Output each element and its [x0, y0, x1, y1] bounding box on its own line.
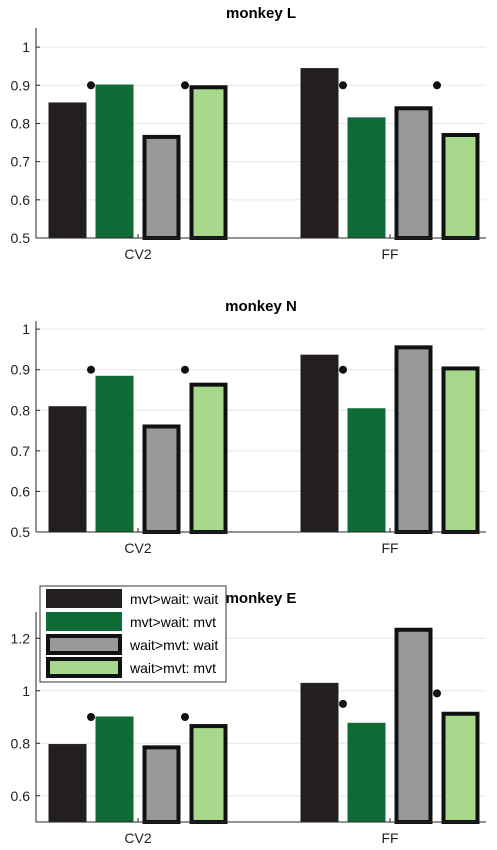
bar [300, 354, 339, 532]
significance-dot [181, 713, 189, 721]
bar [394, 345, 433, 534]
chart-title: monkey E [226, 590, 297, 607]
y-tick-label: 0.8 [11, 735, 31, 751]
y-tick-label: 0.7 [11, 154, 31, 170]
y-tick-label: 1 [22, 321, 30, 337]
legend-swatch [46, 634, 122, 655]
significance-dot [339, 365, 347, 374]
bar [441, 711, 480, 824]
bar [142, 134, 181, 240]
significance-dot [433, 81, 441, 90]
bar [189, 724, 228, 825]
bar [95, 716, 134, 822]
bar [300, 682, 339, 822]
x-tick-label: CV2 [124, 540, 151, 556]
significance-dot [181, 81, 189, 90]
bar [189, 85, 228, 241]
y-tick-label: 0.6 [11, 788, 31, 804]
y-tick-label: 0.6 [11, 483, 31, 499]
bar [394, 106, 433, 241]
legend-label: wait>mvt: wait [129, 637, 218, 653]
y-tick-label: 0.9 [11, 362, 31, 378]
bar [441, 366, 480, 535]
y-tick-label: 0.7 [11, 443, 31, 459]
y-tick-label: 1.2 [11, 630, 31, 646]
x-tick-label: FF [381, 246, 398, 262]
bar [347, 722, 386, 822]
chart-title: monkey L [226, 5, 296, 22]
bar [142, 745, 181, 824]
x-tick-label: FF [381, 540, 398, 556]
y-tick-label: 0.8 [11, 115, 31, 131]
y-tick-label: 1 [22, 39, 30, 55]
legend-label: wait>mvt: mvt [129, 660, 216, 676]
panel-monkey-l: 0.5 0.6 0.7 0.8 0.9 1 CV2 FF monkey L [11, 5, 486, 262]
legend-label: mvt>wait: wait [130, 591, 218, 607]
y-tick-label: 0.5 [11, 230, 31, 246]
legend-swatch [46, 589, 122, 608]
chart-title: monkey N [225, 298, 297, 315]
y-tick-label: 0.8 [11, 402, 31, 418]
panel-monkey-e: 0.6 0.8 1 1.2 CV2 FF monkey E [11, 590, 486, 846]
significance-dot [433, 689, 441, 698]
significance-dot [339, 699, 347, 708]
bar [95, 375, 134, 532]
x-tick-label: FF [381, 830, 398, 846]
bar [347, 117, 386, 238]
bar [347, 408, 386, 532]
bar [95, 84, 134, 238]
y-tick-label: 1 [22, 683, 30, 699]
significance-dot [181, 365, 189, 374]
x-tick-label: CV2 [124, 830, 151, 846]
bar [48, 744, 87, 822]
bar [189, 382, 228, 534]
legend-label: mvt>wait: mvt [130, 614, 216, 630]
significance-dot [87, 81, 95, 90]
bar [48, 406, 87, 532]
bar [441, 133, 480, 240]
bar [48, 102, 87, 238]
panel-monkey-n: 0.5 0.6 0.7 0.8 0.9 1 CV2 FF monkey N [11, 298, 486, 556]
y-tick-label: 0.6 [11, 192, 31, 208]
y-tick-label: 0.9 [11, 77, 31, 93]
bar [300, 68, 339, 238]
legend-swatch [46, 657, 122, 678]
x-tick-label: CV2 [124, 246, 151, 262]
significance-dot [339, 81, 347, 90]
legend: mvt>wait: wait mvt>wait: mvt wait>mvt: wai… [39, 585, 227, 683]
significance-dot [87, 713, 95, 721]
y-tick-label: 0.5 [11, 524, 31, 540]
bar [142, 424, 181, 535]
bar [394, 627, 433, 824]
legend-swatch [46, 612, 122, 631]
significance-dot [87, 365, 95, 374]
